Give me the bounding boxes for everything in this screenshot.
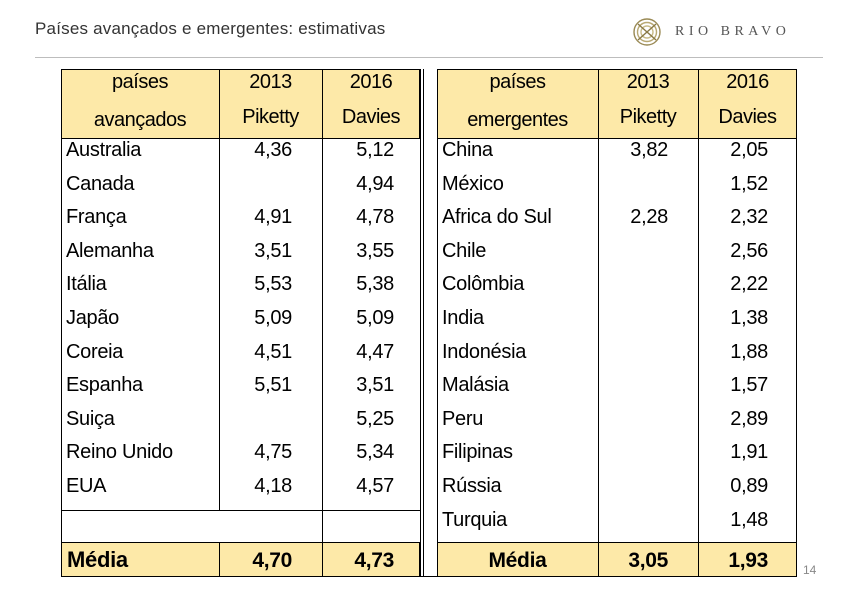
header-paises-left: países bbox=[112, 71, 168, 93]
emerging-davies-value: 2,32 bbox=[730, 206, 768, 229]
advanced-country-name: Espanha bbox=[66, 374, 143, 397]
emerging-piketty-value: 2,28 bbox=[630, 206, 668, 229]
advanced-davies-value: 5,25 bbox=[356, 407, 394, 430]
advanced-piketty-value: 4,75 bbox=[254, 441, 292, 464]
advanced-country-name: França bbox=[66, 206, 127, 229]
advanced-piketty-value: 4,91 bbox=[254, 206, 292, 229]
emerging-country-name: Filipinas bbox=[442, 441, 513, 464]
advanced-piketty-value: 4,36 bbox=[254, 139, 292, 161]
emerging-country-name: México bbox=[442, 172, 504, 195]
grid-line bbox=[61, 576, 797, 577]
emerging-davies-value: 1,38 bbox=[730, 307, 768, 329]
emerging-piketty-value: 3,82 bbox=[630, 139, 668, 161]
header-davies-left: Davies bbox=[341, 106, 401, 128]
emerging-davies-value: 1,52 bbox=[730, 172, 768, 195]
emerging-davies-value: 2,89 bbox=[730, 407, 768, 430]
right-average-band bbox=[437, 542, 797, 577]
grid-line bbox=[598, 69, 599, 577]
grid-line bbox=[61, 510, 420, 511]
grid-line bbox=[420, 69, 421, 577]
average-label-left: Média bbox=[67, 547, 128, 572]
advanced-country-name: Alemanha bbox=[66, 239, 154, 262]
advanced-davies-value: 4,78 bbox=[356, 206, 394, 229]
emerging-country-name: Rússia bbox=[442, 475, 502, 497]
advanced-davies-value: 3,51 bbox=[356, 374, 394, 397]
header-emergentes: emergentes bbox=[467, 109, 568, 131]
advanced-piketty-value: 5,09 bbox=[254, 307, 292, 329]
grid-line bbox=[219, 69, 220, 510]
grid-line bbox=[61, 69, 62, 577]
emerging-country-name: Chile bbox=[442, 239, 487, 262]
advanced-country-name: Reino Unido bbox=[66, 441, 173, 464]
header-2016-left: 2016 bbox=[349, 71, 393, 93]
advanced-davies-value: 4,94 bbox=[356, 172, 394, 195]
grid-line bbox=[437, 69, 438, 577]
advanced-davies-value: 4,47 bbox=[356, 340, 394, 363]
logo-text: RIO BRAVO bbox=[675, 24, 791, 39]
advanced-country-name: Itália bbox=[66, 273, 107, 296]
advanced-davies-value: 5,34 bbox=[356, 441, 394, 464]
emerging-country-name: Turquia bbox=[442, 508, 507, 531]
grid-line bbox=[698, 69, 699, 577]
advanced-davies-value: 5,09 bbox=[356, 307, 394, 329]
header-2013-right: 2013 bbox=[626, 71, 670, 93]
estimates-table: países avançados 2013 Piketty 2016 Davie… bbox=[61, 69, 797, 577]
advanced-davies-value: 4,57 bbox=[356, 475, 394, 497]
emerging-country-name: China bbox=[442, 139, 493, 161]
header-2016-right: 2016 bbox=[726, 71, 769, 93]
advanced-country-name: Coreia bbox=[66, 340, 124, 363]
page-number: 14 bbox=[803, 563, 817, 577]
advanced-piketty-value: 5,53 bbox=[254, 273, 292, 296]
advanced-davies-value: 3,55 bbox=[356, 239, 394, 262]
advanced-piketty-value: 5,51 bbox=[254, 374, 292, 397]
left-header-band bbox=[61, 69, 420, 139]
emerging-davies-value: 1,91 bbox=[730, 441, 768, 464]
grid-line bbox=[796, 69, 797, 577]
header-avancados: avançados bbox=[93, 109, 187, 131]
advanced-country-name: EUA bbox=[66, 475, 107, 497]
average-piketty-right: 3,05 bbox=[628, 549, 668, 572]
emerging-davies-value: 2,05 bbox=[730, 139, 768, 161]
grid-line bbox=[219, 542, 220, 577]
advanced-country-name: Japão bbox=[66, 307, 119, 329]
average-davies-right: 1,93 bbox=[728, 549, 768, 572]
header-piketty-right: Piketty bbox=[619, 106, 677, 128]
advanced-country-name: Suiça bbox=[66, 407, 115, 430]
emerging-davies-value: 0,89 bbox=[730, 475, 768, 497]
header-davies-right: Davies bbox=[718, 106, 777, 128]
advanced-davies-value: 5,38 bbox=[356, 273, 394, 296]
emerging-davies-value: 1,88 bbox=[730, 340, 768, 363]
header-piketty-left: Piketty bbox=[242, 106, 299, 128]
average-label-right: Média bbox=[488, 549, 547, 572]
company-logo: RIO BRAVO bbox=[630, 15, 820, 49]
average-piketty-left: 4,70 bbox=[252, 549, 292, 572]
advanced-davies-value: 5,12 bbox=[356, 139, 394, 161]
header-2013-left: 2013 bbox=[249, 71, 292, 93]
emerging-country-name: Malásia bbox=[442, 374, 509, 397]
rio-bravo-ring-logo-icon bbox=[633, 18, 661, 46]
grid-line bbox=[423, 69, 424, 577]
header-paises-right: países bbox=[489, 71, 546, 93]
emerging-davies-value: 2,56 bbox=[730, 239, 768, 262]
header-divider bbox=[35, 57, 823, 58]
grid-line bbox=[322, 69, 323, 577]
average-davies-left: 4,73 bbox=[354, 549, 394, 572]
emerging-country-name: India bbox=[442, 307, 484, 329]
advanced-country-name: Australia bbox=[66, 139, 142, 161]
advanced-piketty-value: 4,51 bbox=[254, 340, 292, 363]
advanced-piketty-value: 3,51 bbox=[254, 239, 292, 262]
emerging-country-name: Africa do Sul bbox=[442, 206, 552, 229]
emerging-country-name: Colômbia bbox=[442, 273, 525, 296]
advanced-piketty-value: 4,18 bbox=[254, 475, 292, 497]
advanced-country-name: Canada bbox=[66, 172, 135, 195]
emerging-davies-value: 2,22 bbox=[730, 273, 768, 296]
emerging-davies-value: 1,48 bbox=[730, 508, 768, 531]
page-title: Países avançados e emergentes: estimativ… bbox=[35, 19, 386, 38]
emerging-country-name: Peru bbox=[442, 407, 484, 430]
emerging-davies-value: 1,57 bbox=[730, 374, 768, 397]
emerging-country-name: Indonésia bbox=[442, 340, 527, 363]
